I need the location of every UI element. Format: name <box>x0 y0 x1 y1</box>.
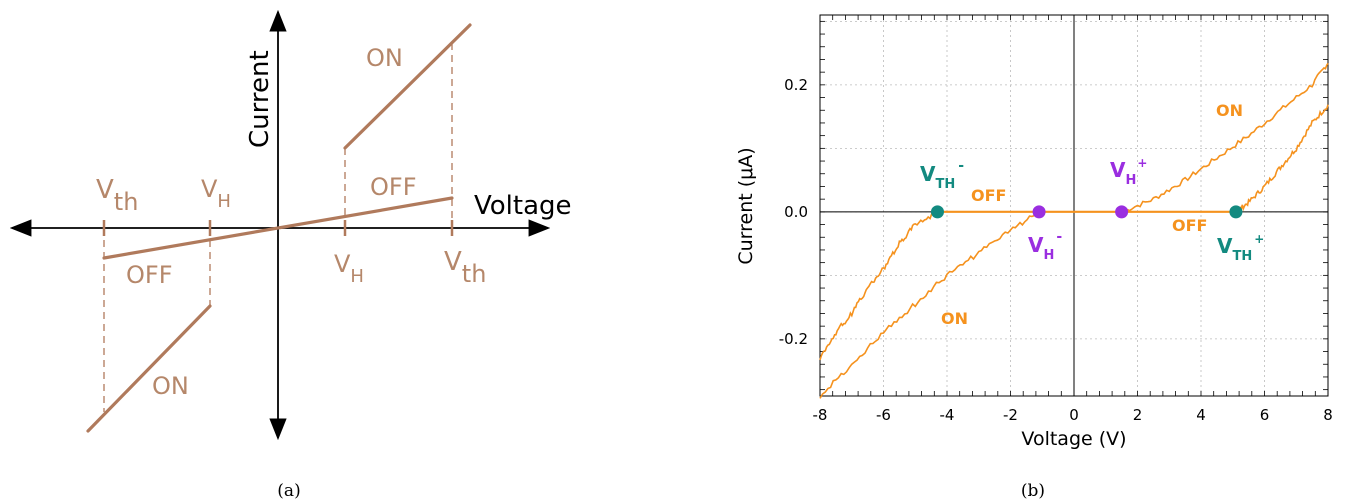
vth-positive-label: Vth <box>444 247 486 288</box>
x-tick-label: -2 <box>1003 406 1018 424</box>
iv-curves <box>819 62 1329 399</box>
on-state-line-negative <box>86 304 212 433</box>
vh-plus-label: VH+ <box>1110 156 1147 188</box>
x-tick-label: 8 <box>1323 406 1333 424</box>
on-label-positive-b: ON <box>1216 101 1243 120</box>
off-label-negative: OFF <box>126 261 173 289</box>
panel-b: -8 -6 -4 -2 0 2 4 6 8 -0.2 0.0 0.2 Voltage (V) Curr… <box>735 14 1333 501</box>
x-tick-label: 2 <box>1133 406 1143 424</box>
off-label-positive: OFF <box>370 173 417 201</box>
vh-negative-label: VH <box>201 175 231 212</box>
x-tick-label: 0 <box>1069 406 1079 424</box>
x-tick-label: 4 <box>1196 406 1206 424</box>
vth-negative-label: Vth <box>96 175 138 216</box>
vh-positive-label: VH <box>334 250 364 287</box>
caption-b: (b) <box>1021 481 1045 501</box>
y-tick-label: 0.2 <box>784 76 808 94</box>
vth-minus-label: VTH- <box>920 158 964 192</box>
voltage-axis-label: Voltage <box>474 191 572 221</box>
series-on-line <box>819 211 939 361</box>
panel-a: Voltage Current ON OFF OFF ON Vth VH VH … <box>9 9 572 501</box>
tick-labels: -8 -6 -4 -2 0 2 4 6 8 -0.2 0.0 0.2 <box>779 76 1333 424</box>
minor-ticks <box>819 15 1329 396</box>
x-axis-title: Voltage (V) <box>1021 428 1126 450</box>
series-on-line <box>819 211 1040 399</box>
off-label-positive-b: OFF <box>1172 216 1207 235</box>
on-label-positive: ON <box>366 44 403 72</box>
off-state-line <box>102 196 454 260</box>
x-tick-label: 6 <box>1260 406 1270 424</box>
on-label-negative-b: ON <box>941 309 968 328</box>
vth-plus-label: VTH+ <box>1217 232 1264 264</box>
y-tick-label: 0.0 <box>784 203 808 221</box>
current-axis-label: Current <box>245 50 275 148</box>
x-tick-label: -8 <box>813 406 828 424</box>
marker-point <box>930 205 944 219</box>
markers <box>930 205 1243 219</box>
series-on-line <box>1235 104 1329 214</box>
on-label-negative: ON <box>152 372 189 400</box>
marker-point <box>1032 205 1046 219</box>
y-axis-title: Current (μA) <box>735 147 757 264</box>
vh-minus-label: VH- <box>1028 229 1062 263</box>
y-tick-label: -0.2 <box>779 330 808 348</box>
marker-point <box>1115 205 1129 219</box>
marker-point <box>1229 205 1243 219</box>
x-tick-label: -6 <box>876 406 891 424</box>
off-label-negative-b: OFF <box>971 186 1006 205</box>
series-on-line <box>1121 62 1329 213</box>
caption-a: (a) <box>277 481 300 501</box>
on-state-line-positive <box>343 23 472 150</box>
x-tick-label: -4 <box>940 406 955 424</box>
